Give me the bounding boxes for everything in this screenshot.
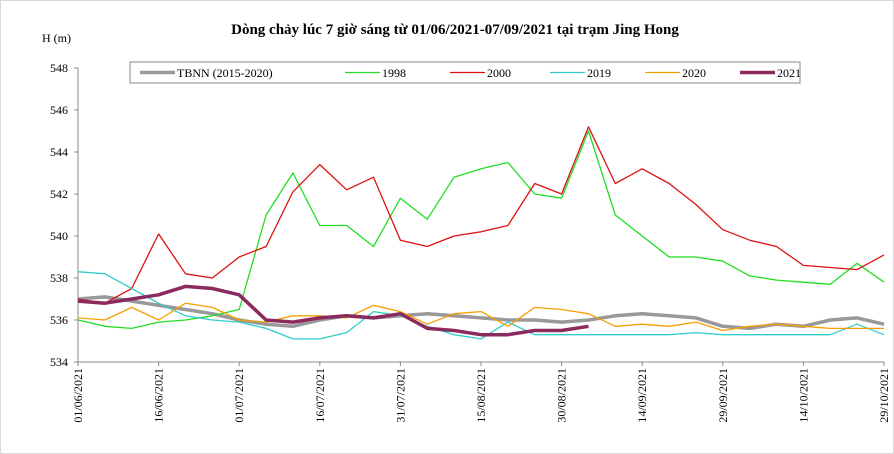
y-tick-label: 546 bbox=[50, 103, 68, 117]
y-tick-label: 548 bbox=[50, 61, 68, 75]
series-line bbox=[77, 271, 885, 340]
x-tick-label: 29/10/2021 bbox=[877, 368, 891, 423]
legend-label: 1998 bbox=[382, 66, 406, 80]
series-line bbox=[77, 302, 884, 332]
x-tick-label: 16/06/2021 bbox=[152, 368, 166, 423]
y-tick-label: 542 bbox=[50, 187, 68, 201]
legend-label: 2000 bbox=[487, 66, 511, 80]
x-tick-label: 31/07/2021 bbox=[393, 368, 407, 423]
chart-title: Dòng chảy lúc 7 giờ sáng từ 01/06/2021-0… bbox=[231, 22, 679, 38]
x-tick-label: 14/10/2021 bbox=[796, 368, 810, 423]
series-line bbox=[77, 284, 589, 337]
x-tick-label: 15/08/2021 bbox=[474, 368, 488, 423]
legend-label: 2021 bbox=[777, 66, 801, 80]
x-tick-label: 16/07/2021 bbox=[313, 368, 327, 423]
series-line bbox=[77, 295, 885, 331]
y-tick-label: 534 bbox=[50, 355, 68, 369]
y-tick-label: 538 bbox=[50, 271, 68, 285]
legend-label: 2019 bbox=[587, 66, 611, 80]
x-tick-label: 14/09/2021 bbox=[635, 368, 649, 423]
legend: TBNN (2015-2020) 1998 2000 2019 2020 2021 bbox=[129, 61, 801, 84]
x-tick-label: 29/09/2021 bbox=[716, 368, 730, 423]
y-tick-label: 540 bbox=[50, 229, 68, 243]
series-line bbox=[77, 126, 885, 304]
x-tick-label: 01/06/2021 bbox=[71, 368, 85, 423]
x-tick-label: 30/08/2021 bbox=[555, 368, 569, 423]
legend-label: 2020 bbox=[682, 66, 706, 80]
x-tick-label: 01/07/2021 bbox=[232, 368, 246, 423]
y-tick-label: 536 bbox=[50, 313, 68, 327]
y-axis-label: H (m) bbox=[42, 31, 71, 45]
y-tick-label: 544 bbox=[50, 145, 68, 159]
series-line bbox=[77, 130, 885, 330]
legend-label: TBNN (2015-2020) bbox=[177, 66, 273, 80]
